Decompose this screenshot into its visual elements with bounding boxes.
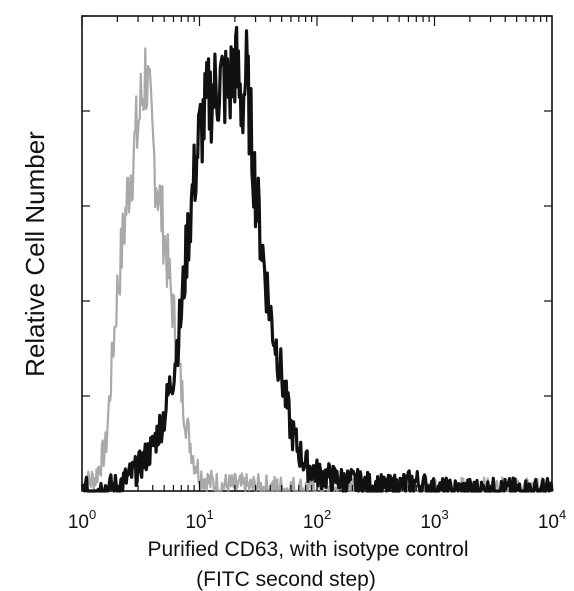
x-tick-label: 103 [420, 507, 448, 533]
x-tick-label: 104 [538, 507, 566, 533]
label-layer: Purified CD63, with isotype control (FIT… [20, 131, 468, 591]
series-line-purified-cd63 [80, 25, 554, 493]
x-axis-label-line1: Purified CD63, with isotype control [148, 538, 469, 561]
x-tick-label: 102 [303, 507, 331, 533]
plot-frame [81, 15, 553, 492]
x-tick-label: 101 [185, 507, 213, 533]
series-layer [80, 25, 554, 493]
x-axis-label-line2: (FITC second step) [196, 568, 376, 591]
x-tick-label: 100 [68, 507, 96, 533]
plot-area [81, 15, 553, 492]
tick-layer: 100 101 102 103 104 [68, 15, 566, 533]
y-axis-label: Relative Cell Number [20, 131, 50, 377]
series-line-isotype-control [80, 47, 554, 493]
